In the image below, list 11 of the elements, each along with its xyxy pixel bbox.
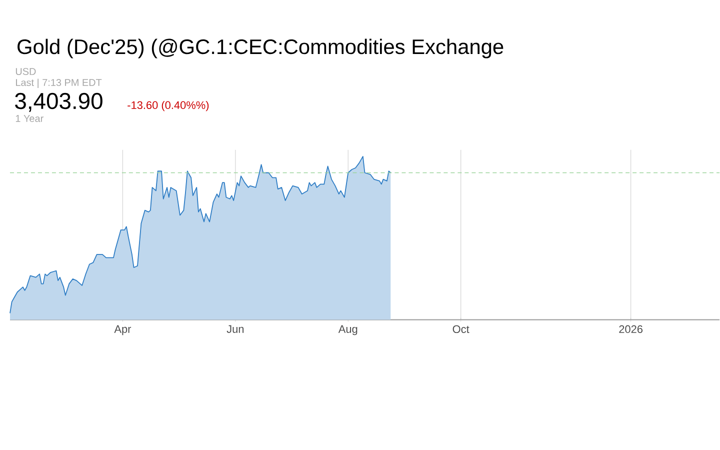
x-tick-label: Aug xyxy=(338,325,358,336)
x-tick-label: Apr xyxy=(114,325,132,336)
text: Last | 7:13 PM EDT xyxy=(16,78,102,88)
x-tick-label: Oct xyxy=(452,325,470,334)
text: 1 Year xyxy=(16,115,44,122)
x-tick-label: 2026 xyxy=(619,325,643,334)
text: -13.60 (0.40%%) xyxy=(128,101,209,112)
chart-title: Gold (Dec'25) (@GC.1:CEC:Commodities Exchange xyxy=(18,38,504,58)
text: USD xyxy=(16,68,36,76)
text: 3,403.90 xyxy=(15,93,102,112)
x-tick-label: Jun xyxy=(226,325,244,334)
